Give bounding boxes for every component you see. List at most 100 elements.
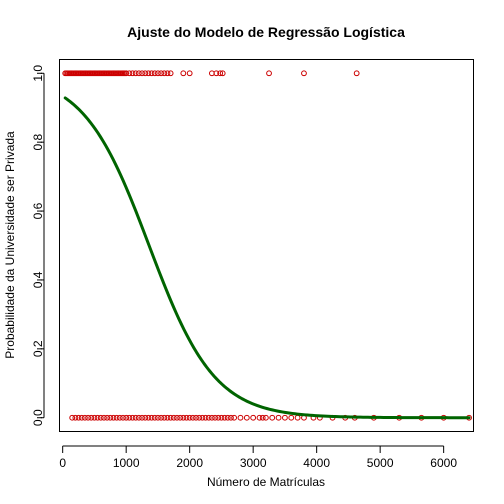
x-axis: 0 1000 2000 3000 4000 5000 6000 <box>59 445 457 470</box>
x-tick-label: 2000 <box>176 456 203 470</box>
data-point <box>177 414 184 421</box>
data-point <box>104 414 111 421</box>
data-point <box>219 70 226 77</box>
data-point <box>202 414 209 421</box>
y-tick-label: 0.6 <box>31 202 45 219</box>
data-points <box>62 70 472 421</box>
data-point <box>205 414 212 421</box>
data-point <box>107 414 114 421</box>
data-point <box>126 414 133 421</box>
x-tick-label: 6000 <box>430 456 457 470</box>
data-point <box>262 414 269 421</box>
data-point <box>199 414 206 421</box>
x-tick-label: 3000 <box>240 456 267 470</box>
data-point <box>139 414 145 421</box>
data-point <box>218 414 225 421</box>
data-point <box>69 414 76 421</box>
data-point <box>164 70 171 77</box>
y-tick-label: 0.8 <box>31 134 45 151</box>
data-point <box>116 414 123 421</box>
y-tick-label: 1.0 <box>31 65 45 82</box>
data-point <box>158 70 164 77</box>
data-point <box>275 414 282 421</box>
data-point <box>155 70 161 77</box>
data-point <box>120 414 126 421</box>
data-point <box>186 414 193 421</box>
data-point <box>294 414 301 421</box>
data-point <box>142 70 149 77</box>
data-point <box>145 70 152 77</box>
data-point <box>189 414 196 421</box>
data-point <box>180 70 187 77</box>
data-point <box>101 414 107 421</box>
data-point <box>266 70 272 77</box>
data-point <box>212 414 218 421</box>
data-point <box>170 414 177 421</box>
data-point <box>183 414 190 421</box>
data-point <box>151 70 158 77</box>
chart-title: Ajuste do Modelo de Regressão Logística <box>127 24 405 40</box>
data-point <box>145 414 152 421</box>
data-point <box>88 414 95 421</box>
data-point <box>148 70 155 77</box>
data-point <box>288 414 295 421</box>
data-point <box>97 414 104 421</box>
data-point <box>135 70 142 77</box>
data-point <box>174 414 180 421</box>
x-tick-label: 0 <box>59 456 66 470</box>
data-point <box>123 414 130 421</box>
data-point <box>237 414 244 421</box>
plot-frame <box>59 59 474 432</box>
data-point <box>113 414 120 421</box>
y-tick-label: 0.2 <box>31 340 45 357</box>
x-tick-label: 4000 <box>303 456 330 470</box>
x-tick-label: 5000 <box>367 456 394 470</box>
data-point <box>164 414 171 421</box>
data-point <box>256 414 263 421</box>
data-point <box>217 70 224 77</box>
y-tick-label: 0.4 <box>31 271 45 288</box>
data-point <box>158 414 164 421</box>
data-point <box>215 414 222 421</box>
data-point <box>301 70 307 77</box>
x-axis-title: Número de Matrículas <box>207 475 325 489</box>
data-point <box>231 414 238 421</box>
data-point <box>221 414 228 421</box>
data-point <box>142 414 149 421</box>
y-tick-label: 0.0 <box>31 409 45 426</box>
data-point <box>81 414 88 421</box>
x-tick-label: 1000 <box>113 456 140 470</box>
data-point <box>91 414 98 421</box>
y-axis-title: Probabilidade da Universidade ser Privad… <box>3 131 17 359</box>
data-point <box>259 414 266 421</box>
data-point <box>161 414 168 421</box>
data-point <box>129 70 136 77</box>
data-point <box>78 414 85 421</box>
data-point <box>129 414 136 421</box>
logistic-fit-curve <box>63 96 471 420</box>
data-point <box>282 414 288 421</box>
data-point <box>151 414 158 421</box>
data-point <box>94 414 101 421</box>
data-point <box>167 414 174 421</box>
data-point <box>155 414 161 421</box>
data-point <box>224 414 231 421</box>
data-point <box>161 70 168 77</box>
data-point <box>85 414 91 421</box>
data-point <box>353 70 360 77</box>
data-point <box>250 414 257 421</box>
data-point <box>75 414 82 421</box>
data-point <box>123 70 130 77</box>
data-point <box>228 414 234 421</box>
data-point <box>186 70 193 77</box>
data-point <box>213 70 220 77</box>
y-axis: 0.0 0.2 0.4 0.6 0.8 1.0 <box>31 65 45 426</box>
data-point <box>243 414 250 421</box>
data-point <box>132 70 139 77</box>
data-point <box>135 414 142 421</box>
data-point <box>132 414 139 421</box>
data-point <box>208 414 215 421</box>
data-point <box>72 414 79 421</box>
data-point <box>167 70 174 77</box>
